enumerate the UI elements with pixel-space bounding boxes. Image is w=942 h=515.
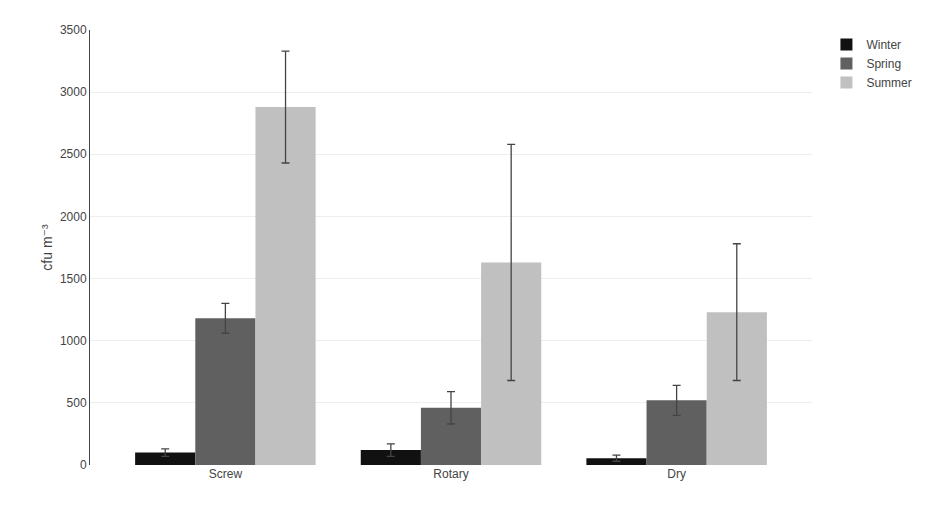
svg-text:500: 500 <box>67 396 87 410</box>
svg-text:Summer: Summer <box>866 76 911 90</box>
svg-text:1500: 1500 <box>60 272 87 286</box>
svg-text:Spring: Spring <box>866 57 901 71</box>
svg-text:Rotary: Rotary <box>433 467 468 481</box>
svg-text:1000: 1000 <box>60 334 87 348</box>
svg-text:Dry: Dry <box>667 467 686 481</box>
svg-text:0: 0 <box>80 458 87 472</box>
svg-text:cfu m⁻³: cfu m⁻³ <box>39 224 55 271</box>
svg-text:2500: 2500 <box>60 147 87 161</box>
svg-text:2000: 2000 <box>60 210 87 224</box>
svg-text:Screw: Screw <box>209 467 243 481</box>
svg-text:3500: 3500 <box>60 23 87 37</box>
svg-text:3000: 3000 <box>60 85 87 99</box>
svg-text:Winter: Winter <box>866 38 901 52</box>
